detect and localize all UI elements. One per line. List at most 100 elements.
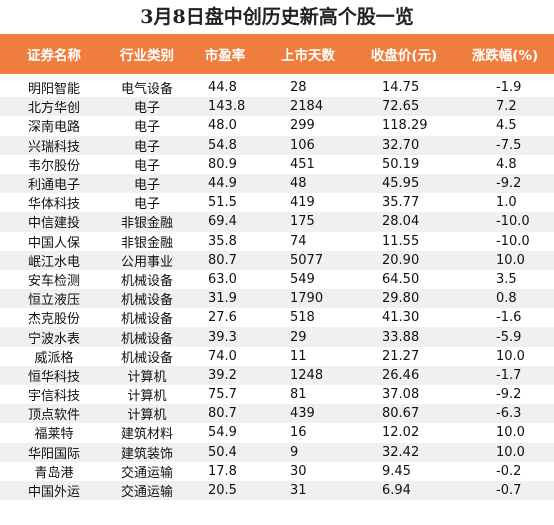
table-cell: 电气设备 [120, 82, 173, 98]
header-cell: 市盈率 [186, 34, 264, 74]
table-cell: 69.4 [186, 212, 264, 232]
table-cell: 29 [264, 327, 352, 347]
table-cell: 10.0 [456, 442, 554, 462]
table-cell: -5.9 [456, 327, 554, 347]
table-cell: 岷江水电 [0, 250, 108, 270]
table-cell: 电子 [133, 158, 160, 174]
table-row: 深南电路 电子 48.0 299 118.29 4.5 [0, 116, 554, 135]
table-row: 安车检测 机械设备 63.0 549 64.50 3.5 [0, 270, 554, 289]
table-row: 宇信科技 计算机 75.7 81 37.08 -9.2 [0, 385, 554, 404]
table-row: 中国人保 非银金融 35.8 74 11.55 -10.0 [0, 232, 554, 251]
table-cell: 44.8 [208, 80, 237, 96]
table-row: 杰克股份 机械设备 27.6 518 41.30 -1.6 [0, 308, 554, 327]
table-cell: 51.5 [208, 195, 237, 211]
table-cell: 175 [264, 212, 352, 232]
table-cell: 80.67 [352, 404, 456, 424]
table-cell: 电子 [133, 120, 160, 136]
table-cell: 4.5 [496, 118, 517, 134]
table-cell: -9.2 [456, 173, 554, 194]
table-cell: 549 [290, 271, 315, 287]
table-cell: 0.8 [456, 289, 554, 309]
table-cell: -7.5 [456, 135, 554, 155]
table-cell: 106 [264, 135, 352, 155]
table-cell: 48 [264, 173, 352, 194]
table-cell: 72.65 [352, 97, 456, 117]
table-cell: 兴瑞科技 [0, 135, 108, 155]
table-cell: 44.9 [186, 173, 264, 194]
table-cell: 明阳智能 [27, 82, 80, 98]
table-cell: 中信建投 [0, 212, 108, 232]
table-cell: 交通运输 [108, 480, 186, 501]
table-cell: -10.0 [456, 212, 554, 232]
table-cell: 17.8 [208, 463, 237, 479]
table-cell: 41.30 [382, 310, 420, 326]
table-cell: 31.9 [186, 289, 264, 309]
table-cell: 建筑装饰 [108, 442, 186, 462]
table-cell: 电子 [133, 197, 160, 213]
header-cell: 行业类别 [108, 34, 186, 74]
table-cell: -0.7 [456, 480, 554, 501]
table-cell: 26.46 [352, 365, 456, 385]
table-cell: 54.9 [208, 425, 237, 441]
table-cell: -1.7 [456, 365, 554, 385]
table-cell: 30 [290, 463, 307, 479]
table-cell: 28.04 [352, 212, 456, 232]
table-cell: 计算机 [108, 365, 186, 385]
table-cell: 深南电路 [27, 120, 80, 136]
table-cell: 计算机 [127, 389, 167, 405]
table-cell: 118.29 [382, 118, 428, 134]
table-cell: 北方华创 [0, 97, 108, 117]
table-cell: 31 [264, 480, 352, 501]
table-row: 岷江水电 公用事业 80.7 5077 20.90 10.0 [0, 250, 554, 270]
table-cell: 64.50 [382, 271, 420, 287]
table-cell: 35.8 [208, 233, 237, 249]
table-cell: 54.8 [186, 135, 264, 155]
table-cell: 299 [290, 118, 315, 134]
table-row: 华阳国际 建筑装饰 50.4 9 32.42 10.0 [0, 442, 554, 462]
header-cell: 上市天数 [264, 34, 352, 74]
table-cell: 机械设备 [120, 350, 173, 366]
table-cell: 1248 [264, 365, 352, 385]
table-cell: 21.27 [382, 348, 420, 364]
table-cell: 451 [290, 156, 315, 172]
table-cell: 27.6 [208, 310, 237, 326]
header-cell: 涨跌幅(%) [456, 34, 554, 74]
table-row: 韦尔股份 电子 80.9 451 50.19 4.8 [0, 155, 554, 174]
table-row: 顶点软件 计算机 80.7 439 80.67 -6.3 [0, 404, 554, 424]
table-row: 青岛港 交通运输 17.8 30 9.45 -0.2 [0, 462, 554, 481]
table-cell: 16 [290, 425, 307, 441]
table-row: 恒立液压 机械设备 31.9 1790 29.80 0.8 [0, 289, 554, 309]
table-row: 明阳智能 电气设备 44.8 28 14.75 -1.9 [0, 78, 554, 97]
table-cell: 7.2 [456, 97, 554, 117]
header-cell: 收盘价(元) [352, 34, 456, 74]
table-cell: 50.19 [382, 156, 420, 172]
table-cell: 75.7 [208, 387, 237, 403]
table-cell: 74 [290, 233, 307, 249]
table-cell: 青岛港 [34, 465, 74, 481]
table-cell: -1.9 [496, 80, 522, 96]
table-cell: 32.70 [352, 135, 456, 155]
table-cell: 35.77 [382, 195, 420, 211]
table-cell: 439 [264, 404, 352, 424]
table-cell: 518 [290, 310, 315, 326]
table-cell: 2184 [264, 97, 352, 117]
table-cell: 20.5 [186, 480, 264, 501]
table-cell: 机械设备 [108, 327, 186, 347]
table-row: 兴瑞科技 电子 54.8 106 32.70 -7.5 [0, 135, 554, 155]
table-cell: 建筑材料 [120, 427, 173, 443]
table-cell: 机械设备 [120, 312, 173, 328]
table-row: 华体科技 电子 51.5 419 35.77 1.0 [0, 193, 554, 212]
table-cell: 宇信科技 [27, 389, 80, 405]
table-cell: 80.7 [186, 250, 264, 270]
table-cell: -9.2 [496, 387, 522, 403]
table-cell: 10.0 [496, 425, 525, 441]
title: 3月8日盘中创历史新高个股一览 [140, 6, 414, 28]
table-cell: 华阳国际 [0, 442, 108, 462]
table-cell: 29.80 [352, 289, 456, 309]
table-row: 威派格 机械设备 74.0 11 21.27 10.0 [0, 347, 554, 366]
table-cell: 9.45 [382, 463, 411, 479]
table-row: 利通电子 电子 44.9 48 45.95 -9.2 [0, 173, 554, 194]
table-cell: 4.8 [496, 156, 517, 172]
table-cell: 80.7 [186, 404, 264, 424]
